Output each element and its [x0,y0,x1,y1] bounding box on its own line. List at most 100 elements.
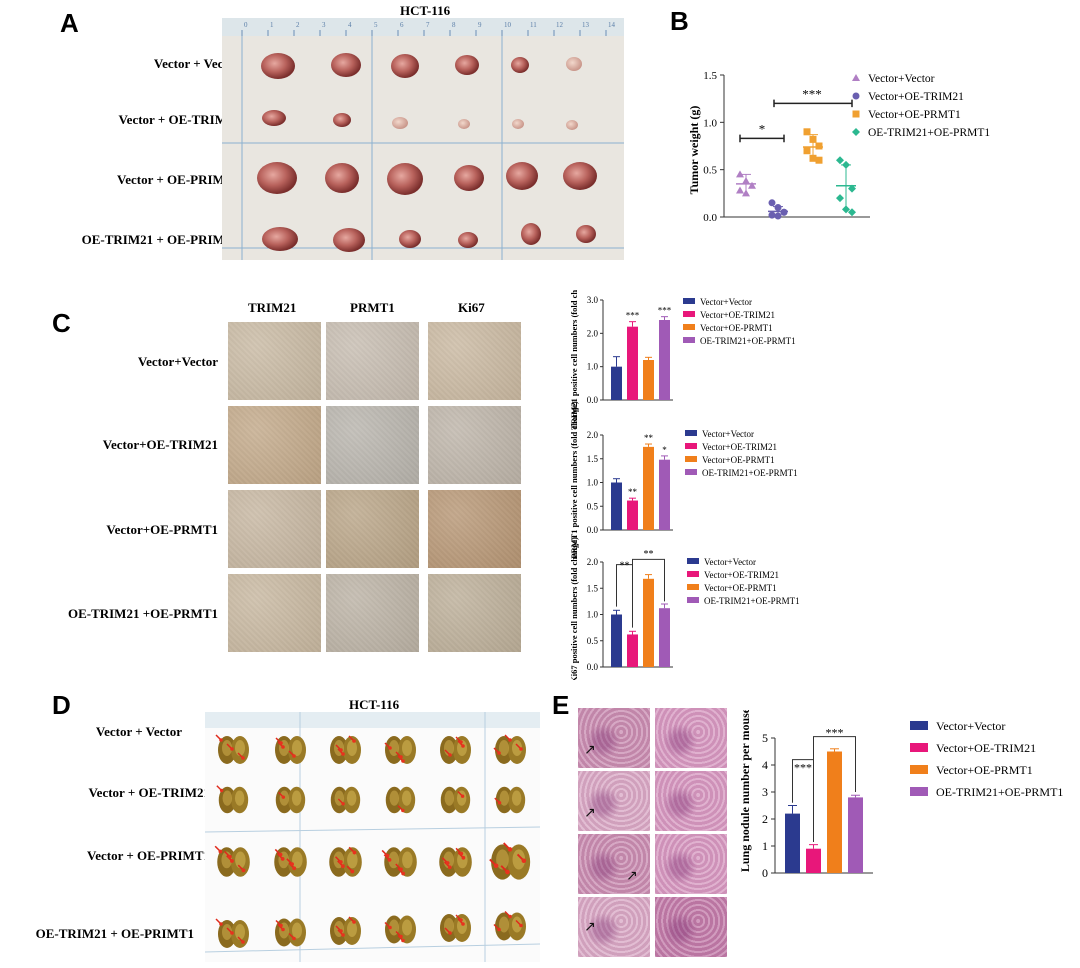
bar [611,482,622,530]
panel-d-row-label: Vector + OE-TRIM21 [88,785,210,800]
lung-specimen [385,786,416,814]
tumor [512,119,524,129]
nodule [459,740,463,744]
lung-specimen [440,736,471,764]
lung-highlight [496,849,509,870]
y-tick-label: 1.5 [703,70,717,82]
lung-specimen [494,786,526,814]
ihc-column-header: Ki67 [458,300,485,315]
legend-swatch [683,324,695,330]
lung-highlight [347,921,357,937]
bar [848,797,863,873]
nodule [352,850,357,855]
sig-label: *** [802,87,822,102]
legend-label: Vector+Vector [868,73,935,85]
lung-highlight [235,851,246,869]
lung-specimen [275,918,306,947]
nodule [352,739,356,743]
ihc-column-header: TRIM21 [248,300,297,315]
lung-highlight [499,790,510,806]
legend-swatch [910,765,928,774]
nodule [350,869,355,874]
ruler-label: 12 [556,21,564,29]
ihc-image [428,322,521,400]
legend-swatch [685,443,697,449]
panel-e-ylabel: Lung nodule number per mouse [738,710,752,872]
y-tick-label: 0.5 [587,636,599,646]
lung-highlight [512,740,522,756]
tumor [576,225,596,243]
bar [611,614,622,667]
data-point [768,199,776,207]
y-tick-label: 1.0 [587,610,599,620]
tumor [458,119,470,129]
nodule [341,933,345,937]
ruler-label: 3 [322,21,326,29]
lung-highlight [235,740,245,756]
arrow-icon: ↗ [584,919,596,935]
tumor [331,53,361,77]
legend-label: Vector+Vector [700,297,752,307]
nodule [241,940,245,944]
lung-highlight [222,924,232,940]
he-image: ↗ [578,708,650,768]
he-image [655,897,727,957]
lung-highlight [456,790,467,806]
lung-specimen [384,915,416,944]
nodule [401,938,405,943]
ruler-label: 9 [478,21,482,29]
lung-highlight [291,790,302,806]
lung-highlight [401,790,412,806]
nodule [401,808,405,813]
legend-label: Vector+OE-TRIM21 [700,310,775,320]
ruler-label: 13 [582,21,590,29]
he-image [655,708,727,768]
grid-line [205,943,540,953]
lung-highlight [457,851,468,869]
y-tick-label: 1.0 [587,362,599,372]
bar [806,848,821,873]
nodule [279,741,283,745]
nodule [219,738,223,742]
nodule [385,853,390,858]
lung-specimen [381,847,417,877]
data-point [768,211,776,219]
bar [659,608,670,667]
arrow-icon: ↗ [626,868,638,884]
sig-label: ** [620,560,630,571]
legend-label: Vector+OE-PRMT1 [868,109,961,121]
panel-label-c: C [52,308,71,338]
ylabel-trim21: TRIM21 positive cell numbers (fold chang… [569,290,579,430]
nodule [445,861,450,865]
nodule [279,923,283,928]
legend-marker [852,128,860,136]
nodule [241,756,245,760]
legend-swatch [910,721,928,730]
lung-specimen [215,918,249,948]
panel-d-title: HCT-116 [349,697,400,712]
nodule [460,794,465,798]
tumor [455,55,479,75]
ruler-label: 1 [270,21,274,29]
tumor [391,54,419,78]
ruler-label: 10 [504,21,512,29]
nodule [292,866,297,871]
tumor [521,223,541,245]
lung-highlight [512,916,522,933]
sig-label: ** [644,433,654,443]
ylabel-ki67: Ki67 positive cell numbers (fold change) [569,537,579,680]
lung-highlight [222,790,233,806]
lung-specimen [330,735,361,764]
panel-a-row-label: Vector + Vector [153,56,240,71]
legend-swatch [683,311,695,317]
y-tick-label: 1.0 [703,117,717,129]
panel-c-row-label: Vector+OE-PRMT1 [106,522,218,537]
lung-highlight [222,740,232,756]
y-tick-label: 0.5 [703,165,717,177]
panel-a-row-label: Vector + OE-TRIM21 [118,112,240,127]
sig-label: ** [628,487,638,497]
ruler-label: 2 [296,21,300,29]
y-tick-label: 2.0 [587,328,599,338]
legend-label: Vector+OE-PRMT1 [936,763,1033,777]
legend-label: Vector+OE-PRMT1 [702,455,775,465]
